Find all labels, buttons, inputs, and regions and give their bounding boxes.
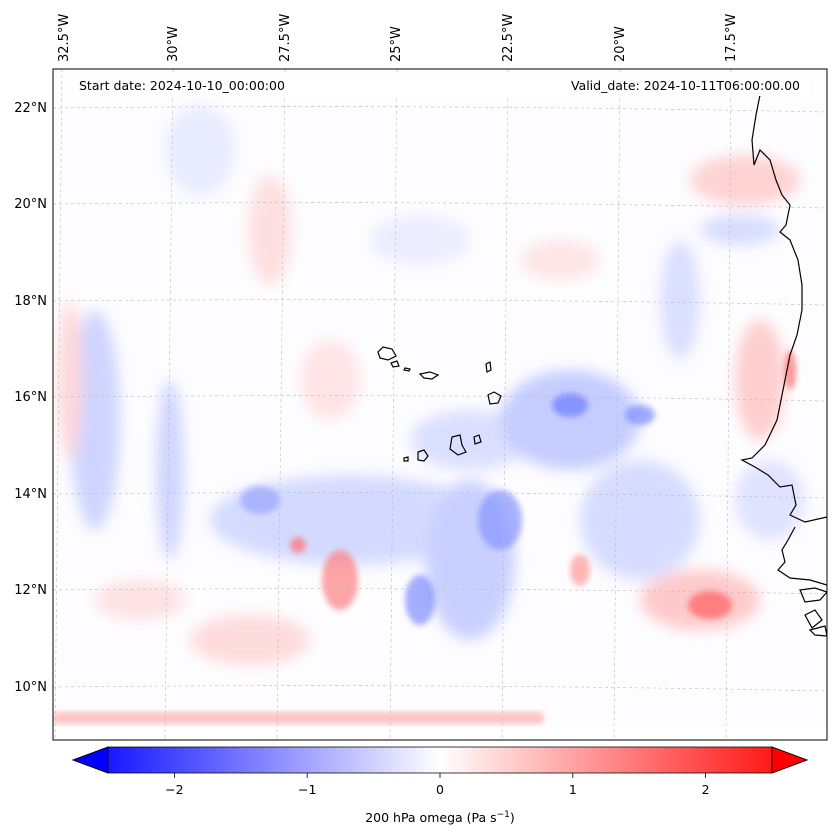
colorbar-label: 200 hPa omega (Pa s−1) (365, 810, 515, 825)
left-tick-label: 16°N (14, 390, 47, 405)
top-tick-label: 27.5°W (278, 14, 293, 62)
gridline-lon (725, 69, 732, 740)
colorbar-extend-min (71, 746, 109, 774)
omega-patch (660, 240, 700, 360)
colorbar-tick-label: −2 (165, 782, 183, 797)
omega-patch (190, 615, 310, 665)
left-tick-label: 18°N (14, 294, 47, 309)
colorbar-label-exponent: −1 (497, 810, 510, 820)
island-fogo (417, 449, 429, 462)
gridline-lat (53, 685, 827, 692)
gridline-lat (53, 299, 827, 306)
omega-patch (520, 240, 600, 280)
colorbar-ticks: −2 −1 0 1 2 (165, 773, 710, 797)
top-tick-label: 22.5°W (501, 14, 516, 62)
header-strip (73, 75, 809, 96)
omega-band (53, 727, 827, 740)
omega-patch (95, 580, 185, 620)
colorbar-body (71, 746, 809, 774)
island-maio (473, 434, 482, 445)
left-tick-label: 10°N (14, 680, 47, 695)
left-tick-label: 20°N (14, 197, 47, 212)
omega-patch (322, 550, 358, 610)
omega-patch (290, 537, 306, 553)
top-tick-label: 17.5°W (724, 14, 739, 62)
left-tick-label: 14°N (14, 487, 47, 502)
gridline-lon (501, 69, 509, 740)
omega-patch (570, 554, 590, 586)
island-santa-luzia (403, 367, 411, 372)
valid-date-label: Valid_date: 2024-10-11T06:00:00.00 (571, 78, 800, 93)
gridline-lat (53, 395, 827, 402)
omega-patch (58, 300, 82, 460)
map-border (52, 68, 828, 741)
omega-field (53, 105, 827, 740)
omega-patch (70, 310, 120, 530)
island-sal (485, 361, 492, 373)
omega-patch (156, 380, 184, 560)
omega-patch (552, 393, 588, 417)
top-tick-label: 25°W (389, 26, 404, 62)
omega-patch (735, 320, 785, 440)
omega-patch (248, 175, 292, 285)
omega-patch (580, 460, 700, 580)
top-axis: 32.5°W 30°W 27.5°W 25°W 22.5°W 20°W 17.5… (57, 14, 739, 62)
coastlines (377, 94, 827, 637)
gridline-lon (54, 69, 63, 740)
gridline-lon (164, 69, 174, 740)
colorbar-tick-label: −1 (298, 782, 316, 797)
omega-patch (735, 460, 805, 540)
gridline-lat (53, 202, 827, 209)
colorbar-label-close: ) (510, 810, 515, 825)
omega-patch (300, 340, 360, 420)
omega-patch (370, 215, 470, 265)
gridline-lon (276, 69, 286, 740)
left-tick-label: 22°N (14, 101, 47, 116)
island-boa-vista (487, 391, 502, 405)
africa-coastline-south (777, 526, 827, 586)
coastline-islands (808, 625, 827, 637)
omega-patch (500, 370, 640, 470)
africa-coastline (740, 94, 827, 523)
start-date-label: Start date: 2024-10-10_00:00:00 (79, 78, 285, 93)
omega-patch (240, 486, 280, 514)
island-sao-vicente (390, 360, 400, 368)
omega-patch (410, 410, 530, 470)
top-tick-label: 20°W (613, 26, 628, 62)
coastline-islands (799, 587, 827, 603)
left-tick-label: 12°N (14, 583, 47, 598)
coastline-islands (804, 609, 823, 629)
gridline-lat (53, 106, 827, 113)
gridline-lat (53, 492, 827, 499)
island-brava (403, 456, 409, 462)
island-santo-antao (377, 346, 397, 361)
colorbar-label-main: 200 hPa omega (Pa s (365, 810, 496, 825)
omega-patch (700, 215, 780, 245)
omega-patch (625, 405, 655, 425)
gridline-lon (613, 69, 621, 740)
omega-patch (784, 350, 796, 390)
island-santiago (449, 434, 467, 456)
gridlines (53, 69, 827, 740)
colorbar-extend-max (771, 746, 809, 774)
colorbar-tick-label: 1 (569, 782, 577, 797)
island-sao-nicolau (418, 371, 440, 380)
omega-patch (405, 575, 435, 625)
colorbar: −2 −1 0 1 2 200 hPa omega (Pa s−1) (71, 746, 809, 825)
colorbar-tick-label: 0 (436, 782, 444, 797)
top-tick-label: 32.5°W (57, 14, 72, 62)
map-panel: Start date: 2024-10-10_00:00:00 Valid_da… (52, 68, 828, 741)
omega-patch (688, 591, 732, 619)
top-tick-label: 30°W (166, 26, 181, 62)
omega-band (53, 712, 543, 724)
gridline-lon (389, 69, 398, 740)
omega-patch (165, 105, 235, 195)
omega-patch (478, 490, 522, 550)
gridline-lat (53, 588, 827, 595)
colorbar-tick-label: 2 (702, 782, 710, 797)
left-axis: 22°N 20°N 18°N 16°N 14°N 12°N 10°N (14, 101, 47, 695)
